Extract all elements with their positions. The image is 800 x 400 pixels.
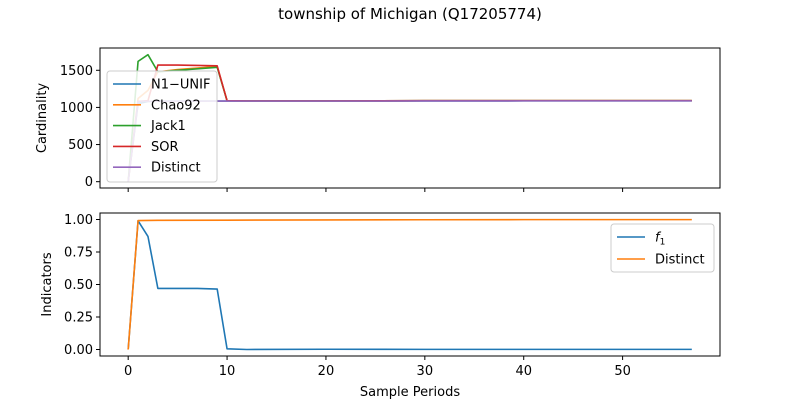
x-tick-label: 30 (417, 364, 434, 379)
legend-label-n1-unif: N1−UNIF (151, 78, 210, 93)
y-tick-label: 0.25 (64, 311, 93, 326)
legend-label-distinct: Distinct (655, 253, 705, 268)
x-tick-label: 20 (318, 364, 335, 379)
y-axis-label: Cardinality (35, 83, 50, 154)
y-axis-label: Indicators (40, 252, 55, 316)
panel-2: 0 10 20 30 40 50 0.00 0.25 0.50 0.75 1.00 Indicator… (40, 212, 721, 379)
y-tick-label: 0.00 (64, 343, 93, 358)
series-line-f1 (127, 220, 692, 351)
x-tick-label: 10 (219, 364, 236, 379)
x-tick-label: 0 (124, 364, 132, 379)
legend-label-jack1: Jack1 (150, 119, 186, 134)
chart-title: township of Michigan (Q17205774) (278, 5, 542, 23)
x-axis-label: Sample Periods (360, 385, 460, 400)
legend: N1−UNIF Chao92 Jack1 SOR Distinct (106, 70, 218, 183)
y-tick-label: 1000 (60, 101, 93, 116)
y-tick-label: 1500 (60, 64, 93, 79)
x-tick-label: 50 (614, 364, 631, 379)
series-group (127, 218, 692, 351)
series-line-distinct (127, 218, 692, 350)
panel-1: 0 500 1000 1500 Cardinality N1−UNIF Chao92 Jack… (35, 47, 721, 192)
legend-label-distinct: Distinct (151, 161, 201, 176)
y-tick-label: 0 (85, 175, 93, 190)
legend-label-chao92: Chao92 (151, 98, 201, 113)
legend-label-f1: f1 (655, 231, 665, 248)
legend-box (610, 223, 715, 273)
y-tick-label: 0.50 (64, 278, 93, 293)
y-tick-label: 0.75 (64, 246, 93, 261)
axes-frame (99, 47, 721, 189)
y-tick-label: 500 (68, 138, 93, 153)
legend: f1 Distinct (610, 223, 715, 273)
x-tick-label: 40 (515, 364, 532, 379)
legend-box (106, 70, 218, 183)
y-tick-label: 1.00 (64, 213, 93, 228)
legend-label-sor: SOR (151, 140, 179, 155)
